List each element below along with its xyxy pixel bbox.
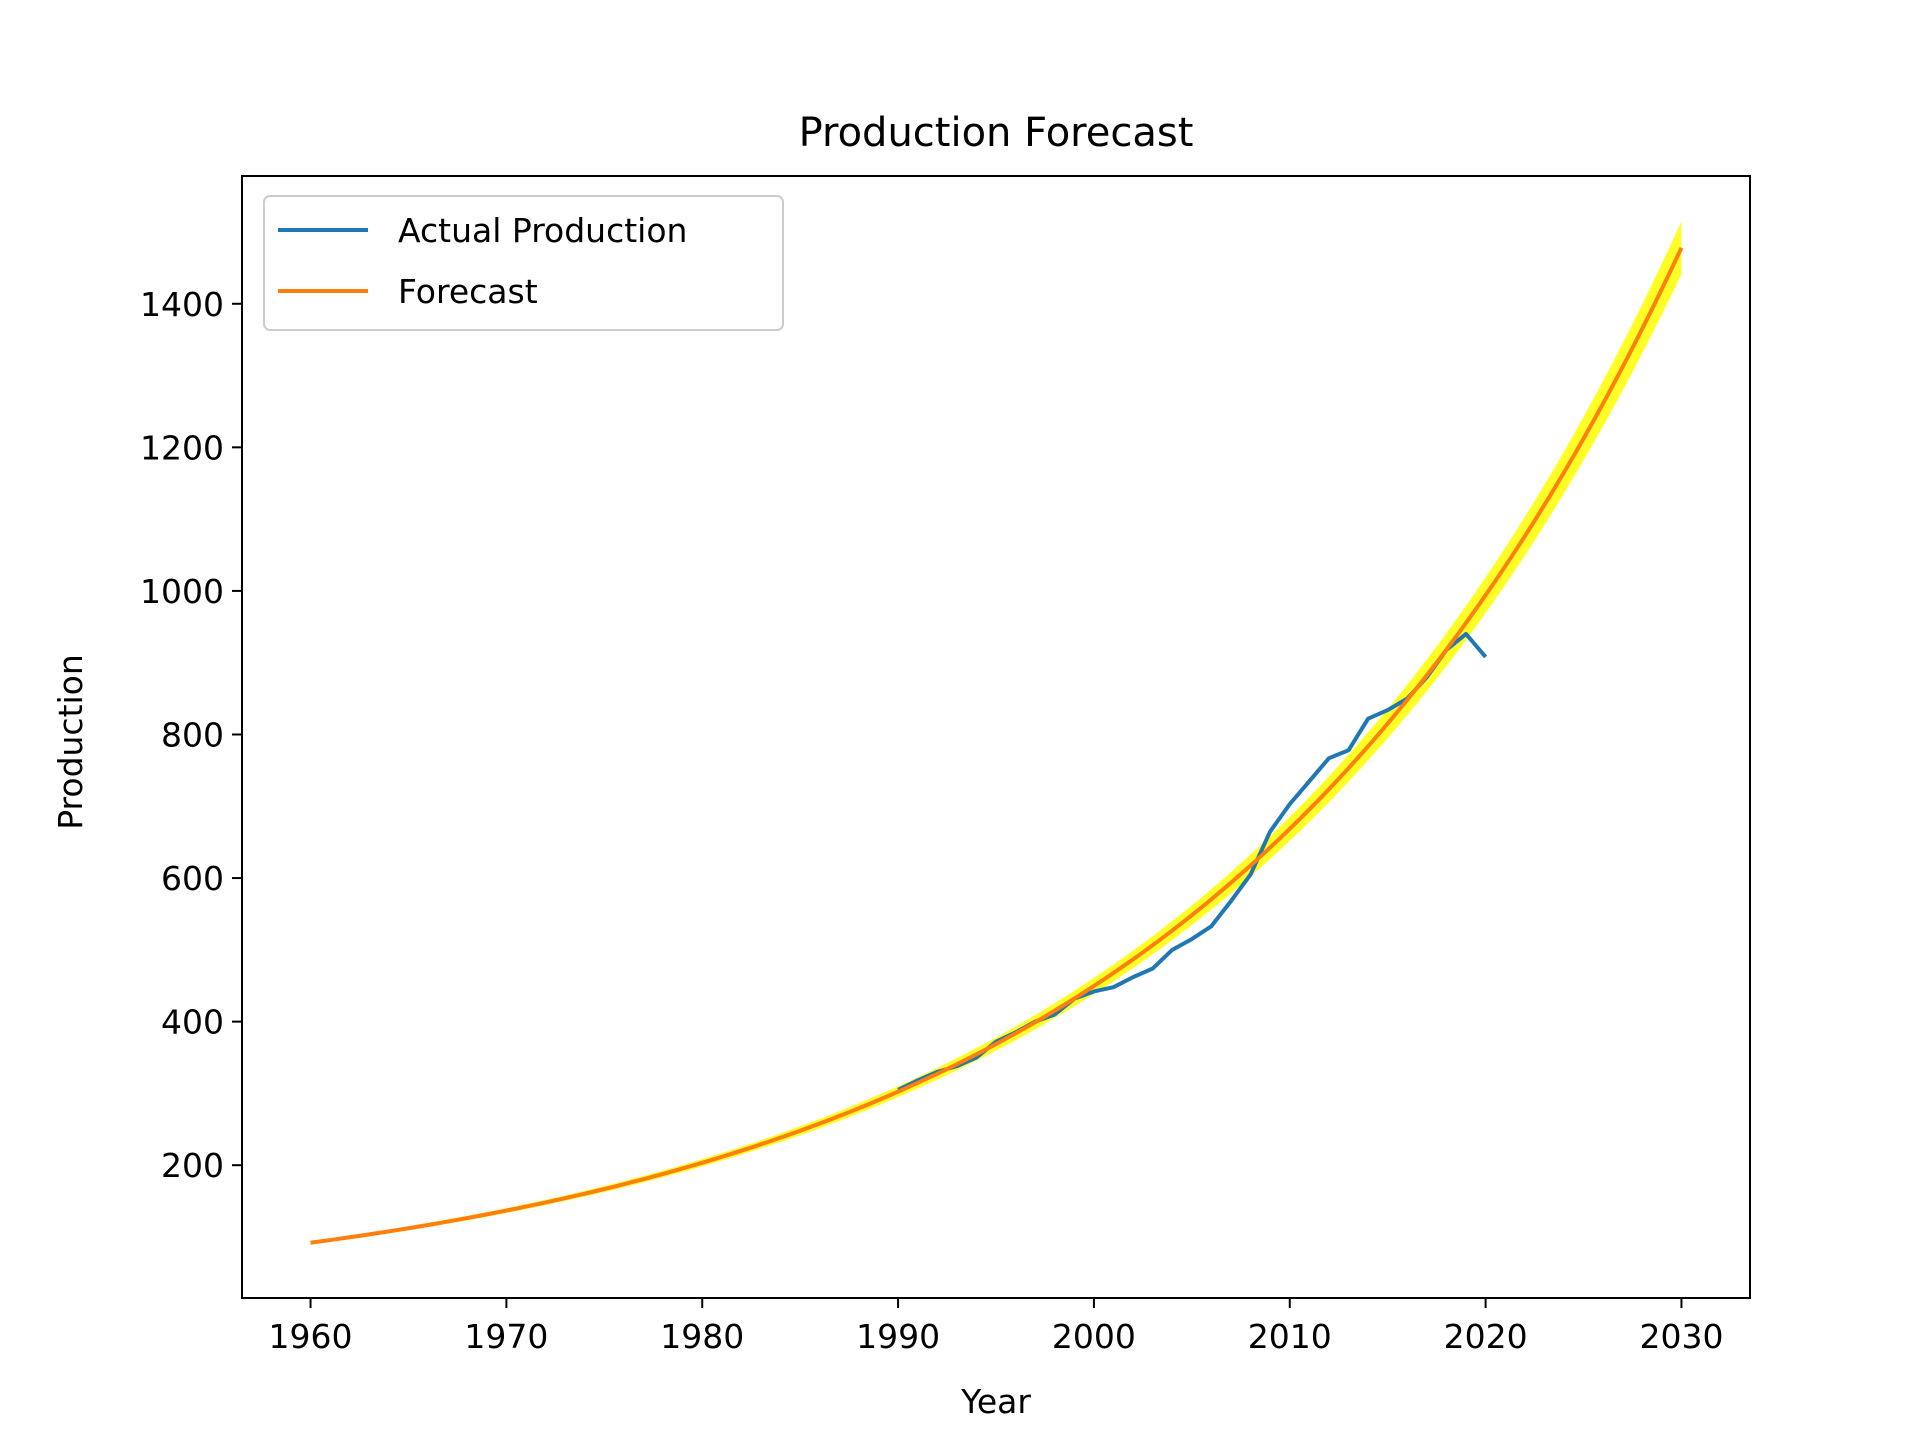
chart-title: Production Forecast xyxy=(799,110,1194,156)
legend-label-actual-production: Actual Production xyxy=(398,211,687,250)
x-tick-label: 2010 xyxy=(1248,1317,1332,1356)
x-tick-label: 1980 xyxy=(660,1317,744,1356)
axes: 1960 1970 1980 1990 2000 2010 2020 2030 200 400 60… xyxy=(140,175,1751,1356)
y-tick-label: 1000 xyxy=(140,572,224,611)
y-tick-label: 400 xyxy=(161,1003,224,1042)
y-tick-label: 200 xyxy=(161,1146,224,1185)
x-tick-label: 1990 xyxy=(856,1317,940,1356)
x-tick-label: 2020 xyxy=(1444,1317,1528,1356)
legend-label-forecast: Forecast xyxy=(398,272,538,311)
x-tick-label: 1970 xyxy=(464,1317,548,1356)
series-line-actual-production[interactable] xyxy=(897,631,1488,1092)
x-axis-title: Year xyxy=(960,1382,1031,1421)
axes-frame xyxy=(241,175,1751,1299)
y-tick-label: 800 xyxy=(161,715,224,754)
plot-area xyxy=(310,221,1684,1245)
y-tick-label: 1200 xyxy=(140,428,224,467)
x-tick-label: 1960 xyxy=(269,1317,353,1356)
x-tick-label: 2030 xyxy=(1639,1317,1723,1356)
legend-box xyxy=(263,195,784,331)
y-axis-title: Production xyxy=(51,654,90,830)
x-tick-label: 2000 xyxy=(1052,1317,1136,1356)
series-line-forecast[interactable] xyxy=(310,246,1684,1245)
y-tick-label: 600 xyxy=(161,859,224,898)
legend[interactable]: Actual Production Forecast xyxy=(263,195,784,331)
y-tick-label: 1400 xyxy=(140,285,224,324)
